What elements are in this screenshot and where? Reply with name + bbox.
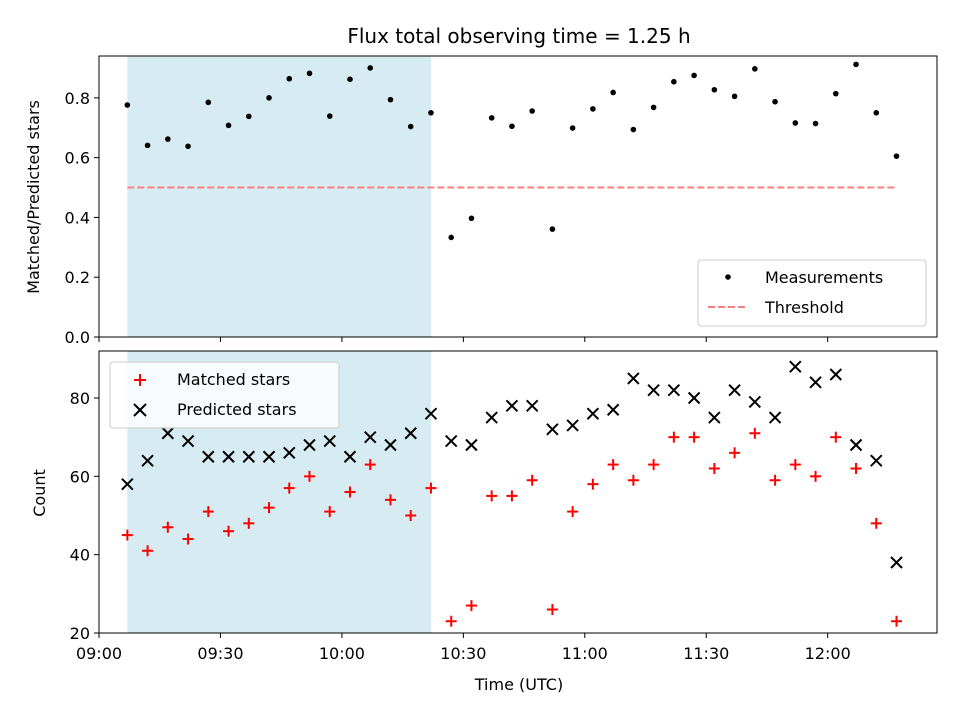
- bottom-y-axis-label: Count: [30, 469, 49, 517]
- measurement-point: [590, 106, 596, 112]
- bottom-y-tick-label: 60: [70, 467, 90, 486]
- measurement-point: [185, 143, 191, 149]
- measurement-point: [873, 110, 879, 116]
- chart-title: Flux total observing time = 1.25 h: [347, 24, 690, 48]
- measurement-point: [732, 94, 738, 100]
- measurement-point: [509, 123, 515, 129]
- measurement-point: [712, 87, 718, 93]
- bottom-y-tick-label: 20: [70, 624, 90, 643]
- measurement-point: [772, 99, 778, 105]
- measurement-point: [347, 77, 353, 83]
- measurement-point: [206, 100, 212, 106]
- measurement-point: [793, 120, 799, 126]
- top-y-tick-label: 0.0: [65, 328, 90, 347]
- chart-figure: Flux total observing time = 1.25 h 0.0 0.…: [0, 0, 960, 720]
- x-tick-label: 11:00: [562, 644, 608, 663]
- measurement-point: [286, 76, 292, 82]
- measurement-point: [853, 62, 859, 68]
- x-tick-label: 09:30: [197, 644, 243, 663]
- measurement-point: [226, 123, 232, 129]
- measurement-point: [388, 97, 394, 103]
- measurement-point: [691, 73, 697, 79]
- legend-threshold-label: Threshold: [764, 298, 844, 317]
- measurement-point: [894, 153, 900, 159]
- measurement-point: [145, 143, 151, 149]
- measurement-point: [833, 91, 839, 97]
- measurement-point: [367, 65, 373, 71]
- measurement-point: [165, 136, 171, 142]
- x-tick-label: 12:00: [805, 644, 851, 663]
- top-y-tick-label: 0.2: [65, 268, 90, 287]
- top-y-tick-label: 0.6: [65, 149, 90, 168]
- legend-measurements-marker: [725, 274, 731, 280]
- measurement-point: [428, 110, 434, 116]
- measurement-point: [529, 108, 535, 114]
- legend-predicted-label: Predicted stars: [177, 400, 297, 419]
- top-y-tick-label: 0.8: [65, 89, 90, 108]
- measurement-point: [327, 113, 333, 119]
- bottom-y-tick-label: 80: [70, 389, 90, 408]
- legend-matched-label: Matched stars: [177, 370, 290, 389]
- measurement-point: [266, 95, 272, 101]
- top-legend: Measurements Threshold: [698, 260, 926, 326]
- x-tick-label: 11:30: [683, 644, 729, 663]
- legend-measurements-label: Measurements: [765, 268, 883, 287]
- measurement-point: [570, 125, 576, 131]
- measurement-point: [125, 102, 131, 108]
- x-tick-label: 10:00: [319, 644, 365, 663]
- bottom-legend: Matched stars Predicted stars: [110, 362, 339, 428]
- x-tick-label: 10:30: [440, 644, 486, 663]
- top-highlight-span: [127, 56, 431, 337]
- measurement-point: [448, 235, 454, 241]
- measurement-point: [631, 127, 637, 133]
- measurement-point: [550, 226, 556, 232]
- measurement-point: [752, 66, 758, 72]
- x-axis-label: Time (UTC): [474, 675, 563, 694]
- measurement-point: [489, 115, 495, 121]
- measurement-point: [307, 71, 313, 77]
- bottom-y-tick-label: 40: [70, 546, 90, 565]
- measurement-point: [671, 79, 677, 85]
- measurement-point: [651, 105, 657, 111]
- measurement-point: [813, 121, 819, 127]
- measurement-point: [246, 114, 252, 120]
- measurement-point: [408, 124, 414, 130]
- measurement-point: [610, 90, 616, 96]
- measurement-point: [469, 216, 475, 222]
- top-y-axis-label: Matched/Predicted stars: [24, 100, 43, 294]
- x-tick-label: 09:00: [76, 644, 122, 663]
- top-y-tick-label: 0.4: [65, 208, 90, 227]
